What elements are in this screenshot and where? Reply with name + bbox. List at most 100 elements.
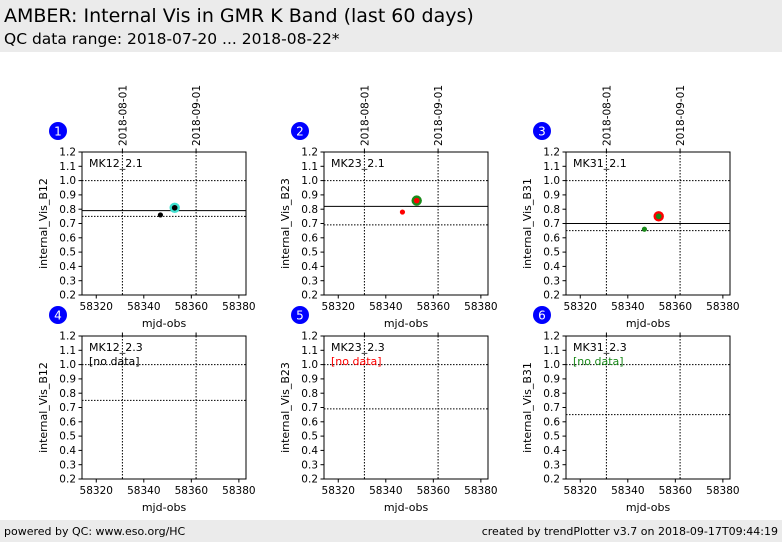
chart-panel-2: 0.2 0.3 0.4 0.5 0.6 0.7 0.8 0.9 1.0 1.1 1.2 58320 58… bbox=[279, 85, 498, 330]
panel-number-label: 3 bbox=[538, 125, 546, 139]
y-tick-label: 1.0 bbox=[543, 175, 560, 187]
y-tick-label: 0.5 bbox=[59, 247, 76, 259]
x-axis-label: mjd-obs bbox=[142, 501, 187, 514]
y-axis-label: internal_Vis_B23 bbox=[279, 362, 292, 453]
y-tick-label: 1.2 bbox=[543, 147, 560, 159]
y-tick-label: 1.2 bbox=[301, 147, 318, 159]
x-tick-label: 58380 bbox=[464, 301, 497, 313]
y-tick-label: 0.9 bbox=[301, 374, 318, 386]
x-tick-label: 58360 bbox=[659, 485, 692, 497]
date-tick-label: 2018-09-01 bbox=[191, 85, 203, 146]
panel-number-badge bbox=[49, 306, 67, 324]
y-tick-label: 0.2 bbox=[543, 474, 560, 486]
page-subtitle: QC data range: 2018-07-20 ... 2018-08-22… bbox=[4, 30, 340, 48]
y-tick-label: 0.2 bbox=[301, 474, 318, 486]
series-label: MK31_2.1 bbox=[573, 157, 627, 170]
data-point bbox=[413, 197, 420, 204]
y-tick-label: 0.5 bbox=[301, 247, 318, 259]
y-tick-label: 0.2 bbox=[59, 290, 76, 302]
y-tick-label: 0.6 bbox=[543, 416, 560, 428]
x-tick-label: 58380 bbox=[222, 301, 255, 313]
y-tick-label: 1.1 bbox=[59, 345, 76, 357]
y-tick-label: 0.9 bbox=[59, 374, 76, 386]
x-tick-label: 58340 bbox=[611, 301, 644, 313]
x-tick-label: 58360 bbox=[175, 301, 208, 313]
data-point bbox=[399, 209, 406, 215]
y-tick-label: 0.9 bbox=[543, 374, 560, 386]
x-axis-label: mjd-obs bbox=[384, 317, 429, 330]
y-tick-label: 0.9 bbox=[301, 190, 318, 202]
y-tick-label: 0.6 bbox=[543, 232, 560, 244]
x-tick-label: 58360 bbox=[417, 485, 450, 497]
y-tick-label: 0.8 bbox=[301, 204, 318, 216]
y-tick-label: 0.6 bbox=[301, 416, 318, 428]
y-tick-label: 1.2 bbox=[59, 147, 76, 159]
x-tick-label: 58340 bbox=[127, 301, 160, 313]
chart-panel-5: 0.2 0.3 0.4 0.5 0.6 0.7 0.8 0.9 1.0 1.1 1.2 58320 58… bbox=[279, 306, 498, 514]
panel-number-label: 6 bbox=[538, 309, 546, 323]
y-tick-label: 1.0 bbox=[59, 175, 76, 187]
y-tick-label: 1.1 bbox=[301, 161, 318, 173]
x-tick-label: 58360 bbox=[417, 301, 450, 313]
data-point bbox=[171, 204, 178, 211]
y-tick-label: 0.6 bbox=[59, 232, 76, 244]
y-axis-label: internal_Vis_B23 bbox=[279, 178, 292, 269]
chart-panel-6: 0.2 0.3 0.4 0.5 0.6 0.7 0.8 0.9 1.0 1.1 1.2 58320 58… bbox=[521, 306, 740, 514]
footer-credit: powered by QC: www.eso.org/HC bbox=[4, 525, 186, 538]
y-tick-label: 0.4 bbox=[59, 445, 76, 457]
y-tick-label: 1.0 bbox=[301, 175, 318, 187]
y-tick-label: 0.3 bbox=[301, 459, 318, 471]
x-tick-label: 58320 bbox=[564, 485, 597, 497]
x-tick-label: 58320 bbox=[80, 301, 113, 313]
y-tick-label: 0.9 bbox=[59, 190, 76, 202]
y-tick-label: 0.4 bbox=[301, 261, 318, 273]
y-tick-label: 1.2 bbox=[543, 331, 560, 343]
y-axis-label: internal_Vis_B31 bbox=[521, 178, 534, 269]
y-tick-label: 0.8 bbox=[59, 388, 76, 400]
panel-number-badge bbox=[291, 122, 309, 140]
header-bar: AMBER: Internal Vis in GMR K Band (last … bbox=[0, 0, 782, 52]
data-point bbox=[157, 212, 164, 218]
y-tick-label: 0.7 bbox=[301, 402, 318, 414]
y-tick-label: 0.4 bbox=[59, 261, 76, 273]
no-data-label: [no data] bbox=[573, 355, 624, 368]
y-tick-label: 1.1 bbox=[301, 345, 318, 357]
panel-number-label: 2 bbox=[296, 125, 304, 139]
x-axis-label: mjd-obs bbox=[384, 501, 429, 514]
y-tick-label: 1.0 bbox=[59, 359, 76, 371]
y-tick-label: 1.2 bbox=[301, 331, 318, 343]
date-tick-label: 2018-08-01 bbox=[117, 85, 129, 146]
data-point bbox=[641, 226, 648, 232]
y-tick-label: 0.5 bbox=[543, 247, 560, 259]
series-label: MK31_2.3 bbox=[573, 341, 627, 354]
series-label: MK12_2.3 bbox=[89, 341, 143, 354]
y-tick-label: 0.3 bbox=[301, 275, 318, 287]
date-tick-label: 2018-09-01 bbox=[675, 85, 687, 146]
no-data-label: [no data] bbox=[89, 355, 140, 368]
y-tick-label: 0.5 bbox=[59, 431, 76, 443]
y-tick-label: 0.4 bbox=[543, 445, 560, 457]
y-tick-label: 1.0 bbox=[543, 359, 560, 371]
x-tick-label: 58360 bbox=[175, 485, 208, 497]
panel-number-badge bbox=[291, 306, 309, 324]
y-tick-label: 0.3 bbox=[59, 275, 76, 287]
y-tick-label: 0.8 bbox=[543, 388, 560, 400]
y-tick-label: 0.6 bbox=[59, 416, 76, 428]
x-axis-label: mjd-obs bbox=[626, 501, 671, 514]
series-label: MK12_2.1 bbox=[89, 157, 143, 170]
series-label: MK23_2.3 bbox=[331, 341, 385, 354]
y-tick-label: 0.7 bbox=[59, 402, 76, 414]
y-tick-label: 0.4 bbox=[301, 445, 318, 457]
page-title: AMBER: Internal Vis in GMR K Band (last … bbox=[4, 5, 474, 27]
x-tick-label: 58360 bbox=[659, 301, 692, 313]
x-tick-label: 58380 bbox=[464, 485, 497, 497]
y-axis-label: internal_Vis_B31 bbox=[521, 362, 534, 453]
y-tick-label: 0.8 bbox=[543, 204, 560, 216]
series-label: MK23_2.1 bbox=[331, 157, 385, 170]
y-tick-label: 0.2 bbox=[301, 290, 318, 302]
date-tick-label: 2018-08-01 bbox=[359, 85, 371, 146]
x-tick-label: 58320 bbox=[564, 301, 597, 313]
x-tick-label: 58340 bbox=[127, 485, 160, 497]
date-tick-label: 2018-08-01 bbox=[601, 85, 613, 146]
